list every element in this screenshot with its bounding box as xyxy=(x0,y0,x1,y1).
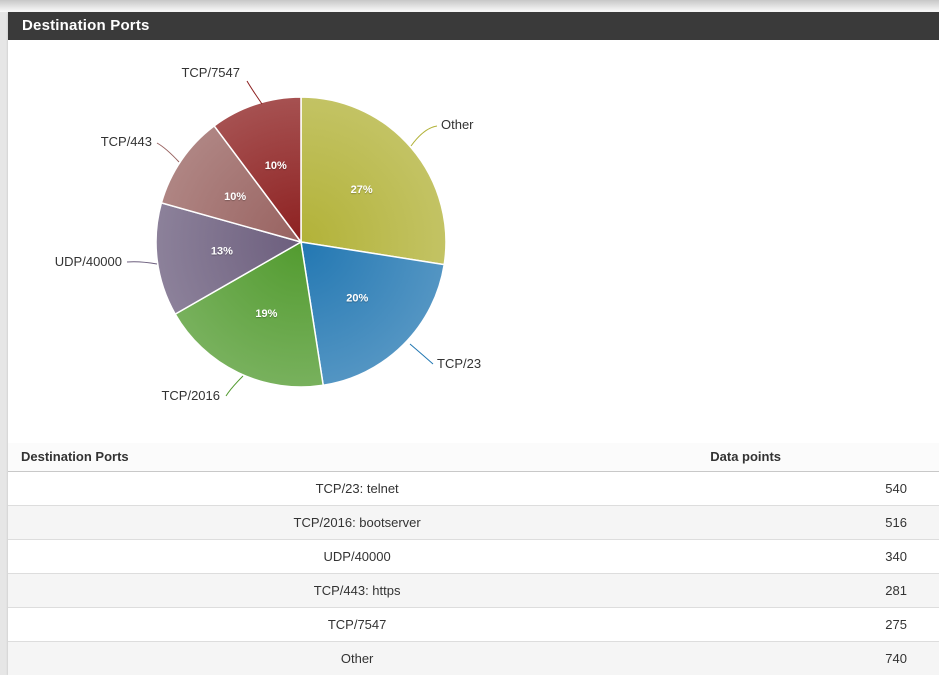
summary-table: Destination Ports Data points TCP/23: te… xyxy=(8,443,939,675)
pie-percent-label: 10% xyxy=(224,191,246,203)
table-header-datapoints: Data points xyxy=(706,443,939,472)
pie-callout-line xyxy=(411,126,437,146)
pie-callout-label-TCP/443: TCP/443 xyxy=(101,134,152,149)
panel-title: Destination Ports xyxy=(22,17,150,34)
panel-header: Destination Ports xyxy=(8,12,939,40)
pie-callout-line xyxy=(410,344,433,364)
page-top-band xyxy=(0,0,939,12)
pie-callout-label-UDP/40000: UDP/40000 xyxy=(55,254,122,269)
pie-percent-label: 10% xyxy=(265,160,287,172)
pie-callout-label-Other: Other xyxy=(441,117,474,132)
summary-table-head: Destination Ports Data points xyxy=(8,443,939,472)
row-port-label: TCP/443: https xyxy=(8,574,706,608)
row-data-points: 340 xyxy=(706,540,939,574)
pie-slice-Other[interactable] xyxy=(301,97,446,265)
pie-callout-label-TCP/2016: TCP/2016 xyxy=(161,388,220,403)
pie-percent-label: 27% xyxy=(351,184,373,196)
pie-callout-line xyxy=(127,262,157,264)
pie-percent-label: 19% xyxy=(255,308,277,320)
pie-callout-line xyxy=(226,376,243,396)
pie-chart-area: 27% 20% 19% 13% 10% 10% Other TCP/23 TCP/2016 UDP… xyxy=(8,40,939,443)
row-data-points: 275 xyxy=(706,608,939,642)
pie-callout-line xyxy=(157,143,179,162)
pie-callout-line xyxy=(247,81,262,104)
row-data-points: 740 xyxy=(706,642,939,675)
pie-percent-label: 13% xyxy=(211,246,233,258)
table-header-label: Destination Ports xyxy=(8,443,706,472)
row-data-points: 516 xyxy=(706,506,939,540)
row-port-label: Other xyxy=(8,642,706,675)
row-port-label: TCP/23: telnet xyxy=(8,472,706,506)
destination-ports-panel: Destination Ports 27% 20% 19% 13% 10% 10% Othe… xyxy=(8,12,939,675)
pie-percent-label: 20% xyxy=(346,292,368,304)
row-data-points: 281 xyxy=(706,574,939,608)
row-port-label: UDP/40000 xyxy=(8,540,706,574)
pie-callout-label-TCP/7547: TCP/7547 xyxy=(181,65,240,80)
pie-slice-TCP/23[interactable] xyxy=(301,242,444,385)
pie-callout-label-TCP/23: TCP/23 xyxy=(437,356,481,371)
row-data-points: 540 xyxy=(706,472,939,506)
row-port-label: TCP/7547 xyxy=(8,608,706,642)
table-header-row: Destination Ports Data points xyxy=(8,443,939,472)
pie-chart[interactable]: 27% 20% 19% 13% 10% 10% Other TCP/23 TCP/2016 UDP… xyxy=(8,40,939,443)
row-port-label: TCP/2016: bootserver xyxy=(8,506,706,540)
